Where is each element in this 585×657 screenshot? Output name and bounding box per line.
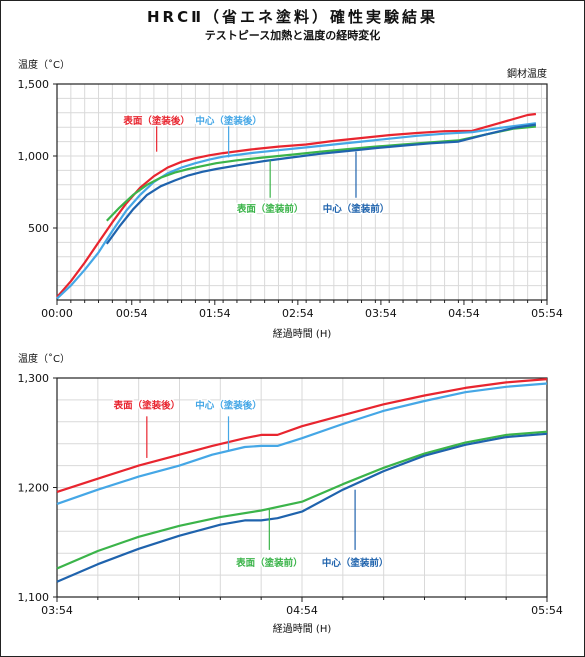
series-line-center_after <box>56 382 548 505</box>
x-tick-label: 00:54 <box>116 307 148 320</box>
series-line-center_before <box>105 123 537 245</box>
annotation-label-surface_after: 表面（塗装後） <box>122 115 190 127</box>
series-line-center_after <box>56 122 537 300</box>
x-tick-label: 01:54 <box>199 307 231 320</box>
y-tick-label: 1,200 <box>18 482 50 495</box>
x-tick-label: 05:54 <box>531 604 563 617</box>
x-tick-label: 05:54 <box>531 307 563 320</box>
y-axis-label: 温度（˚C） <box>18 352 70 365</box>
annotation-label-surface_before: 表面（塗装前） <box>236 203 304 215</box>
page-subtitle: テストピース加熱と温度の経時変化 <box>204 29 381 42</box>
x-axis-label: 経過時間 (H) <box>273 327 332 340</box>
y-tick-label: 1,500 <box>18 78 50 91</box>
x-tick-label: 02:54 <box>282 307 314 320</box>
x-tick-label: 03:54 <box>41 604 73 617</box>
series-line-surface_after <box>56 378 548 493</box>
annotation-label-center_after: 中心（塗装後） <box>195 115 262 127</box>
corner-label: 鋼材温度 <box>507 67 547 80</box>
series-line-center_before <box>56 432 548 583</box>
temperature-chart-zoom: 03:54 04:54 05:54 1,100 1,200 1,300 温度（˚C） 経過時間… <box>18 352 563 635</box>
annotation-label-center_before: 中心（塗装前） <box>322 557 389 569</box>
x-tick-label: 04:54 <box>286 604 318 617</box>
x-tick-label: 04:54 <box>448 307 480 320</box>
annotation-label-center_before: 中心（塗装前） <box>323 203 390 215</box>
annotation-label-surface_before: 表面（塗装前） <box>235 557 303 569</box>
series-line-surface_before <box>106 125 537 222</box>
y-tick-label: 500 <box>28 222 49 235</box>
temperature-chart-full: 00:00 00:54 01:54 02:54 03:54 04:54 05:54 500 1,… <box>18 58 563 340</box>
annotation-label-surface_after: 表面（塗装後） <box>113 399 181 411</box>
x-tick-label: 03:54 <box>365 307 397 320</box>
y-tick-label: 1,100 <box>18 591 50 604</box>
y-tick-label: 1,000 <box>18 150 50 163</box>
plot-frame <box>56 83 548 301</box>
y-tick-label: 1,300 <box>18 372 50 385</box>
page-title: HRCⅡ（省エネ塗料）確性実験結果 <box>147 8 438 26</box>
x-axis-label: 経過時間 (H) <box>273 622 332 635</box>
y-axis-label: 温度（˚C） <box>18 58 70 71</box>
x-tick-label: 00:00 <box>41 307 73 320</box>
series-line-surface_after <box>56 112 537 298</box>
annotation-label-center_after: 中心（塗装後） <box>195 399 262 411</box>
series-line-surface_before <box>56 430 548 570</box>
